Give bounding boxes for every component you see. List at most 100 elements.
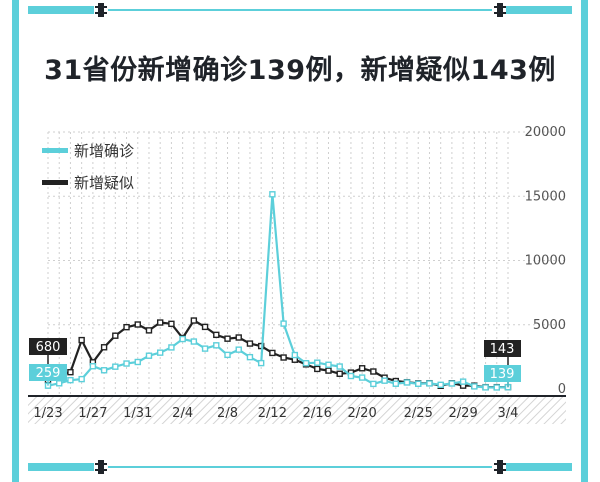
- legend-label-confirmed: 新增确诊: [74, 142, 135, 160]
- data-point-confirmed: [370, 380, 377, 388]
- data-point-confirmed: [156, 349, 164, 356]
- legend-label-suspected: 新增疑似: [74, 174, 135, 192]
- data-point-confirmed: [392, 380, 400, 387]
- bottom-deco-node-left: [95, 460, 107, 474]
- data-point-suspected: [246, 340, 254, 347]
- x-tick-label: 2/12: [258, 406, 287, 421]
- data-point-confirmed: [415, 380, 422, 387]
- data-point-suspected: [314, 365, 321, 373]
- data-point-confirmed: [67, 376, 74, 384]
- y-tick-label: 15000: [525, 189, 566, 204]
- y-tick-label: 0: [558, 382, 566, 397]
- legend-item-suspected: 新增疑似: [42, 172, 134, 193]
- data-point-confirmed: [235, 346, 242, 353]
- frame-left-border: [12, 0, 19, 482]
- data-point-suspected: [370, 368, 377, 375]
- data-point-confirmed: [78, 375, 85, 383]
- x-axis-hatch-band: [28, 396, 566, 424]
- end-label-suspected: 143: [490, 342, 515, 357]
- data-point-confirmed: [246, 353, 254, 361]
- data-point-confirmed: [325, 361, 332, 368]
- data-point-confirmed: [56, 380, 63, 387]
- data-point-suspected: [67, 368, 74, 376]
- x-tick-label: 2/16: [303, 406, 332, 421]
- top-deco-bar-left: [28, 6, 94, 14]
- data-point-confirmed: [201, 345, 209, 352]
- series-layer: [44, 191, 512, 391]
- data-point-suspected: [280, 354, 287, 361]
- data-point-confirmed: [302, 359, 310, 367]
- series-line-suspected: [47, 319, 508, 389]
- data-point-confirmed: [336, 363, 343, 370]
- legend-swatch-suspected: [42, 180, 68, 185]
- end-label-confirmed: 139: [490, 367, 515, 382]
- data-point-confirmed: [448, 380, 456, 387]
- top-deco-node-left: [95, 3, 107, 17]
- top-deco-line: [108, 9, 492, 11]
- data-point-confirmed: [347, 372, 355, 380]
- data-point-confirmed: [190, 338, 198, 345]
- data-point-suspected: [100, 344, 108, 351]
- data-point-confirmed: [213, 342, 220, 349]
- x-tick-labels: 1/23 1/27 1/31 2/4 2/8 2/12 2/16 2/20 2/25 2/29 3/…: [33, 406, 518, 421]
- start-label-suspected-box: [29, 338, 67, 355]
- x-tick-label: 1/31: [123, 406, 152, 421]
- x-tick-label: 2/8: [217, 406, 238, 421]
- x-tick-label: 2/4: [172, 406, 193, 421]
- data-point-suspected: [336, 370, 343, 377]
- data-point-confirmed: [89, 363, 97, 370]
- x-tick-label: 2/25: [404, 406, 433, 421]
- data-point-suspected: [145, 327, 153, 334]
- data-point-confirmed: [112, 363, 119, 370]
- data-point-confirmed: [471, 383, 478, 390]
- data-point-confirmed: [358, 374, 366, 381]
- data-point-confirmed: [291, 351, 299, 359]
- x-tick-label: 2/20: [348, 406, 377, 421]
- top-deco-node-right: [494, 3, 506, 17]
- data-point-confirmed: [269, 191, 276, 198]
- start-label-suspected: 680: [36, 340, 61, 355]
- data-point-confirmed: [426, 380, 433, 387]
- start-label-confirmed-box: [29, 364, 67, 381]
- data-point-suspected: [201, 323, 209, 331]
- bottom-deco-line: [108, 466, 492, 468]
- value-labels: 680 259 143 139: [29, 338, 521, 388]
- y-tick-labels: 0 5000 10000 15000 20000: [525, 125, 566, 397]
- data-point-suspected: [123, 323, 130, 331]
- start-label-confirmed: 259: [36, 366, 61, 381]
- y-tick-label: 20000: [525, 125, 566, 140]
- data-point-confirmed: [403, 379, 411, 386]
- data-point-suspected: [134, 321, 141, 328]
- end-label-suspected-box: [484, 340, 521, 357]
- data-point-suspected: [235, 334, 242, 341]
- data-point-confirmed: [168, 344, 175, 351]
- data-point-confirmed: [459, 378, 467, 385]
- data-point-suspected: [78, 336, 85, 344]
- data-point-confirmed: [224, 351, 231, 359]
- data-point-confirmed: [437, 381, 444, 388]
- y-tick-label: 10000: [525, 254, 566, 269]
- data-point-suspected: [156, 319, 164, 326]
- chart-title: 31省份新增确诊139例，新增疑似143例: [44, 55, 556, 86]
- data-point-confirmed: [100, 367, 108, 374]
- data-point-confirmed: [280, 320, 287, 327]
- data-point-suspected: [213, 331, 220, 339]
- data-point-confirmed: [179, 335, 186, 343]
- frame-right-border: [581, 0, 588, 482]
- data-point-suspected: [269, 349, 276, 357]
- bottom-deco-node-right: [494, 460, 506, 474]
- bottom-deco-bar-right: [506, 463, 572, 471]
- data-point-suspected: [224, 335, 231, 342]
- x-tick-label: 2/29: [449, 406, 478, 421]
- data-point-confirmed: [134, 358, 141, 366]
- x-tick-label: 1/23: [33, 406, 62, 421]
- y-tick-label: 5000: [533, 318, 566, 333]
- series-line-confirmed: [47, 193, 509, 389]
- data-point-suspected: [112, 332, 119, 339]
- data-point-confirmed: [314, 359, 321, 366]
- data-point-suspected: [190, 317, 198, 324]
- data-point-suspected: [325, 367, 332, 374]
- end-label-confirmed-box: [484, 365, 521, 382]
- x-tick-label: 1/27: [78, 406, 107, 421]
- data-point-suspected: [358, 365, 366, 372]
